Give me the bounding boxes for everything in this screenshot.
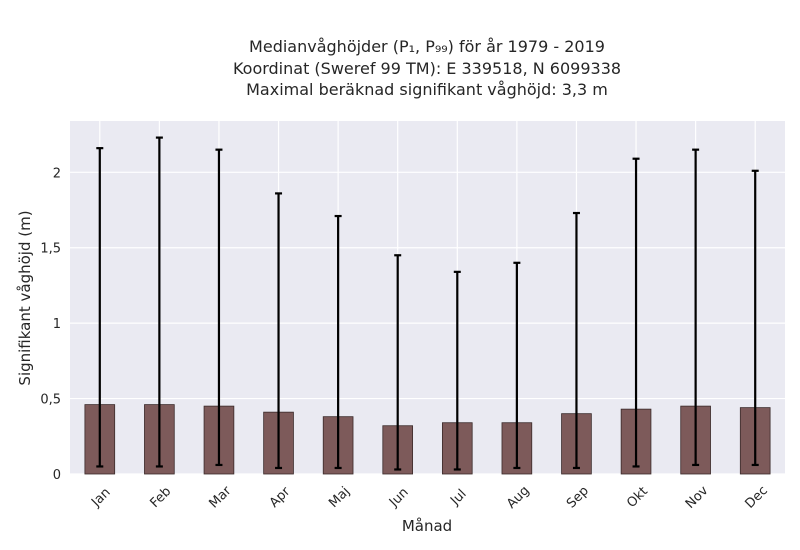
errorbar-aug [513,261,521,470]
x-tick-label-mar: Mar [207,483,235,511]
x-tick-labels: Jan Feb Mar Apr Maj Jun Jul Aug Sep Okt Nov Dec [88,483,771,512]
x-tick-label-jan: Jan [88,485,113,510]
y-tick-label: 2 [53,166,61,181]
errorbar-mar [215,148,223,467]
errorbar-feb [155,136,163,468]
x-tick-label-nov: Nov [683,483,712,512]
y-tick-label: 1,5 [40,242,61,257]
y-tick-label: 0 [53,468,61,483]
x-tick-label-okt: Okt [624,484,651,511]
x-tick-label-jun: Jun [386,485,412,511]
y-tick-labels: 0 0,5 1 1,5 2 [40,166,61,483]
errorbar-apr [275,192,283,470]
chart-title: Medianvåghöjder (P₁, P₉₉) för år 1979 - … [233,37,621,99]
title-line-1: Medianvåghöjder (P₁, P₉₉) för år 1979 - … [249,37,605,56]
error-bars [96,136,759,471]
errorbar-okt [632,157,640,468]
y-tick-label: 0,5 [40,393,61,408]
x-axis-label: Månad [402,517,452,535]
y-tick-label: 1 [53,317,61,332]
x-tick-label-dec: Dec [743,483,771,511]
x-tick-label-feb: Feb [147,484,174,511]
errorbar-maj [334,214,342,470]
title-line-2: Koordinat (Sweref 99 TM): E 339518, N 60… [233,59,621,78]
errorbar-nov [692,148,700,467]
errorbar-jan [96,147,104,468]
x-tick-label-maj: Maj [326,484,353,511]
title-line-3: Maximal beräknad signifikant våghöjd: 3,… [246,80,608,99]
errorbar-jun [394,254,402,471]
plot-area [70,121,785,474]
x-tick-label-jul: Jul [447,487,469,509]
errorbar-sep [572,211,580,470]
x-tick-label-apr: Apr [267,484,294,511]
x-tick-label-aug: Aug [504,483,533,512]
errorbar-dec [751,169,759,467]
errorbar-jul [453,270,461,471]
x-tick-label-sep: Sep [564,484,592,512]
y-axis-label: Signifikant våghöjd (m) [16,210,34,385]
